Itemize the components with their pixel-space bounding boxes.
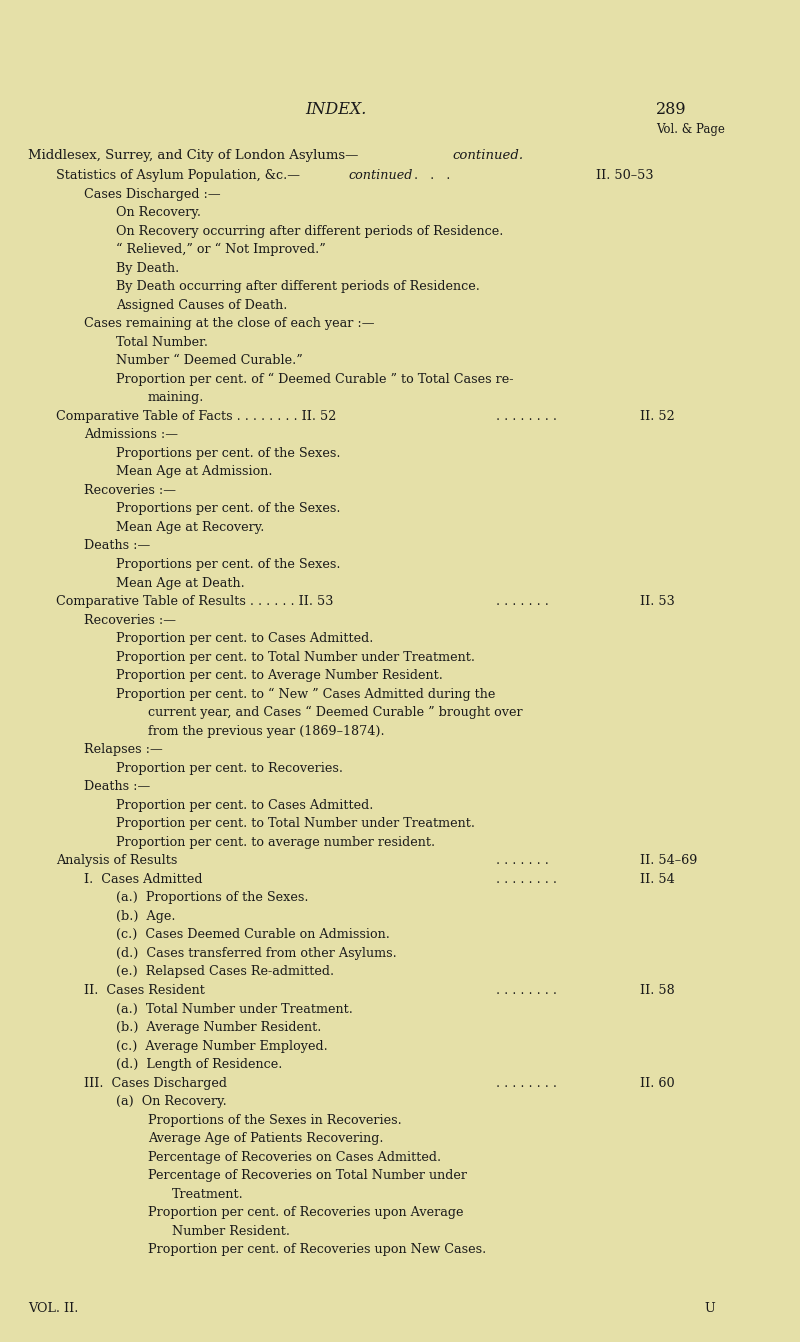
Text: Proportions per cent. of the Sexes.: Proportions per cent. of the Sexes.: [116, 447, 341, 460]
Text: (b.)  Age.: (b.) Age.: [116, 910, 175, 923]
Text: Admissions :—: Admissions :—: [84, 428, 178, 442]
Text: On Recovery occurring after different periods of Residence.: On Recovery occurring after different pe…: [116, 224, 503, 238]
Text: On Recovery.: On Recovery.: [116, 207, 201, 219]
Text: Number “ Deemed Curable.”: Number “ Deemed Curable.”: [116, 354, 302, 368]
Text: . . . . . . .: . . . . . . .: [496, 855, 549, 867]
Text: By Death.: By Death.: [116, 262, 179, 275]
Text: (d.)  Cases transferred from other Asylums.: (d.) Cases transferred from other Asylum…: [116, 947, 397, 960]
Text: Percentage of Recoveries on Total Number under: Percentage of Recoveries on Total Number…: [148, 1169, 467, 1182]
Text: II. 50–53: II. 50–53: [596, 169, 654, 183]
Text: By Death occurring after different periods of Residence.: By Death occurring after different perio…: [116, 280, 480, 293]
Text: Treatment.: Treatment.: [172, 1188, 244, 1201]
Text: Comparative Table of Results . . . . . . II. 53: Comparative Table of Results . . . . . .…: [56, 595, 334, 608]
Text: . . . . . . .: . . . . . . .: [496, 595, 549, 608]
Text: Cases remaining at the close of each year :—: Cases remaining at the close of each yea…: [84, 317, 374, 330]
Text: (a)  On Recovery.: (a) On Recovery.: [116, 1095, 226, 1108]
Text: Mean Age at Death.: Mean Age at Death.: [116, 577, 245, 589]
Text: U: U: [704, 1302, 714, 1315]
Text: (d.)  Length of Residence.: (d.) Length of Residence.: [116, 1057, 282, 1071]
Text: Proportion per cent. to Cases Admitted.: Proportion per cent. to Cases Admitted.: [116, 632, 374, 646]
Text: Proportion per cent. to Cases Admitted.: Proportion per cent. to Cases Admitted.: [116, 798, 374, 812]
Text: II. 54–69: II. 54–69: [640, 855, 698, 867]
Text: continued: continued: [348, 169, 412, 183]
Text: maining.: maining.: [148, 392, 204, 404]
Text: Proportion per cent. to average number resident.: Proportion per cent. to average number r…: [116, 836, 435, 848]
Text: Proportions per cent. of the Sexes.: Proportions per cent. of the Sexes.: [116, 502, 341, 515]
Text: (c.)  Cases Deemed Curable on Admission.: (c.) Cases Deemed Curable on Admission.: [116, 929, 390, 941]
Text: Proportions per cent. of the Sexes.: Proportions per cent. of the Sexes.: [116, 558, 341, 570]
Text: Proportion per cent. to Average Number Resident.: Proportion per cent. to Average Number R…: [116, 670, 443, 682]
Text: (c.)  Average Number Employed.: (c.) Average Number Employed.: [116, 1040, 328, 1052]
Text: Deaths :—: Deaths :—: [84, 780, 150, 793]
Text: Proportion per cent. to “ New ” Cases Admitted during the: Proportion per cent. to “ New ” Cases Ad…: [116, 687, 495, 701]
Text: “ Relieved,” or “ Not Improved.”: “ Relieved,” or “ Not Improved.”: [116, 243, 326, 256]
Text: I.  Cases Admitted: I. Cases Admitted: [84, 872, 202, 886]
Text: 289: 289: [656, 101, 686, 118]
Text: II.  Cases Resident: II. Cases Resident: [84, 984, 205, 997]
Text: . . . . . . . .: . . . . . . . .: [496, 1076, 557, 1090]
Text: VOL. II.: VOL. II.: [28, 1302, 78, 1315]
Text: from the previous year (1869–1874).: from the previous year (1869–1874).: [148, 725, 385, 738]
Text: II. 58: II. 58: [640, 984, 674, 997]
Text: (b.)  Average Number Resident.: (b.) Average Number Resident.: [116, 1021, 322, 1033]
Text: Assigned Causes of Death.: Assigned Causes of Death.: [116, 299, 287, 311]
Text: II. 60: II. 60: [640, 1076, 674, 1090]
Text: . . . . . . . .: . . . . . . . .: [496, 409, 557, 423]
Text: Comparative Table of Facts . . . . . . . . II. 52: Comparative Table of Facts . . . . . . .…: [56, 409, 336, 423]
Text: current year, and Cases “ Deemed Curable ” brought over: current year, and Cases “ Deemed Curable…: [148, 706, 522, 719]
Text: Recoveries :—: Recoveries :—: [84, 613, 176, 627]
Text: Proportions of the Sexes in Recoveries.: Proportions of the Sexes in Recoveries.: [148, 1114, 402, 1126]
Text: Analysis of Results: Analysis of Results: [56, 855, 178, 867]
Text: Proportion per cent. to Total Number under Treatment.: Proportion per cent. to Total Number und…: [116, 817, 475, 831]
Text: continued.: continued.: [452, 149, 523, 162]
Text: Number Resident.: Number Resident.: [172, 1225, 290, 1237]
Text: Cases Discharged :—: Cases Discharged :—: [84, 188, 221, 200]
Text: Mean Age at Admission.: Mean Age at Admission.: [116, 466, 273, 478]
Text: .   .   .: . . .: [410, 169, 450, 183]
Text: II. 52: II. 52: [640, 409, 674, 423]
Text: Mean Age at Recovery.: Mean Age at Recovery.: [116, 521, 264, 534]
Text: Average Age of Patients Recovering.: Average Age of Patients Recovering.: [148, 1133, 383, 1145]
Text: Proportion per cent. of Recoveries upon New Cases.: Proportion per cent. of Recoveries upon …: [148, 1243, 486, 1256]
Text: Middlesex, Surrey, and City of London Asylums—: Middlesex, Surrey, and City of London As…: [28, 149, 358, 162]
Text: Statistics of Asylum Population, &c.—: Statistics of Asylum Population, &c.—: [56, 169, 300, 183]
Text: Relapses :—: Relapses :—: [84, 743, 162, 756]
Text: Vol. & Page: Vol. & Page: [656, 123, 725, 137]
Text: Proportion per cent. of “ Deemed Curable ” to Total Cases re-: Proportion per cent. of “ Deemed Curable…: [116, 373, 514, 386]
Text: Percentage of Recoveries on Cases Admitted.: Percentage of Recoveries on Cases Admitt…: [148, 1150, 441, 1164]
Text: Proportion per cent. to Recoveries.: Proportion per cent. to Recoveries.: [116, 762, 343, 774]
Text: (e.)  Relapsed Cases Re-admitted.: (e.) Relapsed Cases Re-admitted.: [116, 965, 334, 978]
Text: Deaths :—: Deaths :—: [84, 539, 150, 553]
Text: II. 53: II. 53: [640, 595, 674, 608]
Text: Recoveries :—: Recoveries :—: [84, 484, 176, 497]
Text: Proportion per cent. of Recoveries upon Average: Proportion per cent. of Recoveries upon …: [148, 1206, 463, 1219]
Text: INDEX.: INDEX.: [306, 101, 366, 118]
Text: Proportion per cent. to Total Number under Treatment.: Proportion per cent. to Total Number und…: [116, 651, 475, 663]
Text: II. 54: II. 54: [640, 872, 674, 886]
Text: (a.)  Total Number under Treatment.: (a.) Total Number under Treatment.: [116, 1002, 353, 1016]
Text: Total Number.: Total Number.: [116, 336, 208, 349]
Text: (a.)  Proportions of the Sexes.: (a.) Proportions of the Sexes.: [116, 891, 309, 905]
Text: III.  Cases Discharged: III. Cases Discharged: [84, 1076, 227, 1090]
Text: . . . . . . . .: . . . . . . . .: [496, 984, 557, 997]
Text: . . . . . . . .: . . . . . . . .: [496, 872, 557, 886]
